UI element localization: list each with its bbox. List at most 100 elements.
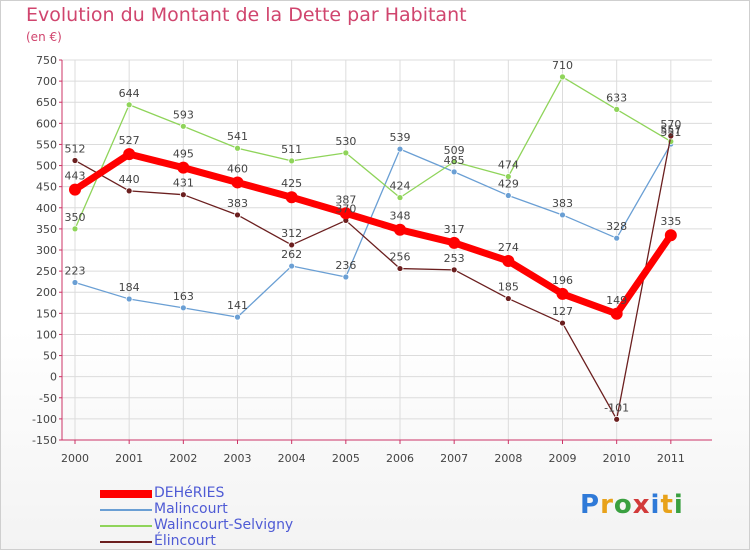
data-label: 348 — [390, 210, 411, 223]
data-point — [342, 149, 350, 157]
data-point — [450, 168, 458, 176]
logo-letter: o — [613, 490, 633, 520]
y-tick-label: 50 — [43, 350, 57, 363]
y-tick-label: 350 — [36, 223, 57, 236]
series-line-2 — [74, 76, 672, 230]
data-point — [125, 295, 133, 303]
data-point — [613, 415, 621, 423]
logo-letter: i — [673, 490, 684, 520]
data-label: 223 — [65, 265, 86, 278]
data-point — [71, 225, 79, 233]
data-label: 184 — [119, 281, 140, 294]
data-label: 541 — [227, 130, 248, 143]
data-label: 370 — [335, 202, 356, 215]
data-label: 127 — [552, 305, 573, 318]
data-label: 527 — [119, 134, 140, 147]
data-point — [177, 161, 190, 174]
data-point — [613, 106, 621, 113]
y-tick-label: 150 — [36, 307, 57, 320]
x-tick-label: 2005 — [332, 452, 360, 465]
data-label: 440 — [119, 173, 140, 186]
data-label: 328 — [606, 220, 627, 233]
data-point — [502, 254, 515, 267]
y-tick-label: 100 — [36, 328, 57, 341]
data-point — [450, 266, 458, 274]
data-point — [71, 157, 79, 164]
chart-title: Evolution du Montant de la Dette par Hab… — [26, 4, 467, 26]
data-point — [396, 265, 404, 272]
data-label: 485 — [444, 154, 465, 167]
y-tick-label: 0 — [50, 371, 57, 384]
legend-swatch — [100, 490, 152, 498]
data-label: 474 — [498, 159, 519, 172]
data-label: 530 — [335, 135, 356, 148]
x-tick-label: 2007 — [440, 452, 468, 465]
legend-swatch — [100, 509, 152, 511]
x-tick-label: 2001 — [115, 452, 143, 465]
y-tick-label: 400 — [36, 202, 57, 215]
x-tick-label: 2009 — [549, 452, 577, 465]
data-label: 141 — [227, 299, 248, 312]
logo-letter: t — [660, 490, 674, 520]
data-point — [234, 313, 241, 321]
data-point — [288, 157, 296, 165]
logo-letter: r — [600, 490, 614, 520]
data-point — [664, 229, 677, 242]
data-label: 387 — [335, 193, 356, 206]
data-label: 511 — [281, 143, 302, 156]
data-point — [234, 211, 241, 219]
data-label: 443 — [65, 170, 86, 183]
data-label: 312 — [281, 227, 302, 240]
logo-letter: x — [632, 490, 651, 520]
legend-label: Malincourt — [154, 501, 228, 517]
data-point — [285, 191, 298, 204]
data-label: 253 — [444, 252, 465, 265]
legend-label: DEHéRIES — [154, 485, 225, 501]
data-point — [288, 262, 296, 270]
data-label: 539 — [390, 131, 411, 144]
data-label: -101 — [604, 401, 629, 414]
axes: -150 -100 -50 0 50 100 150 200 250 300 350 400 450 50… — [32, 54, 712, 465]
x-tick-label: 2002 — [169, 452, 197, 465]
x-tick-label: 2000 — [61, 452, 89, 465]
series-line-0 — [71, 150, 675, 318]
y-tick-label: 300 — [36, 244, 57, 257]
data-label: 512 — [65, 142, 86, 155]
y-tick-label: 200 — [36, 286, 57, 299]
x-tick-label: 2008 — [494, 452, 522, 465]
data-point — [179, 304, 187, 312]
y-tick-label: -150 — [32, 434, 57, 447]
data-label: 460 — [227, 162, 248, 175]
data-point — [396, 145, 404, 153]
data-point — [504, 192, 512, 199]
data-label: 431 — [173, 177, 194, 190]
legend-label: Walincourt-Selvigny — [154, 517, 294, 533]
data-point — [71, 279, 79, 286]
data-point — [288, 241, 296, 249]
data-point — [559, 319, 566, 327]
data-point — [448, 236, 461, 249]
y-tick-label: 450 — [36, 181, 57, 194]
data-point — [613, 234, 621, 242]
x-tick-label: 2003 — [224, 452, 252, 465]
data-point — [504, 295, 512, 302]
y-tick-label: -100 — [32, 413, 57, 426]
data-label: 424 — [390, 180, 411, 193]
data-label: 383 — [552, 197, 573, 210]
data-point — [559, 73, 566, 81]
data-point — [394, 223, 406, 236]
data-label: 495 — [173, 148, 194, 161]
data-point — [556, 287, 569, 300]
data-label: 335 — [660, 215, 681, 228]
chart-unit: (en €) — [26, 30, 62, 44]
data-point — [342, 273, 350, 281]
data-label: 557 — [660, 123, 681, 136]
data-point — [125, 187, 133, 195]
data-point — [339, 207, 352, 220]
data-label: 149 — [606, 294, 627, 307]
y-tick-label: 500 — [36, 160, 57, 173]
data-point — [179, 191, 187, 199]
series-group — [69, 73, 677, 423]
data-label: 262 — [281, 248, 302, 261]
